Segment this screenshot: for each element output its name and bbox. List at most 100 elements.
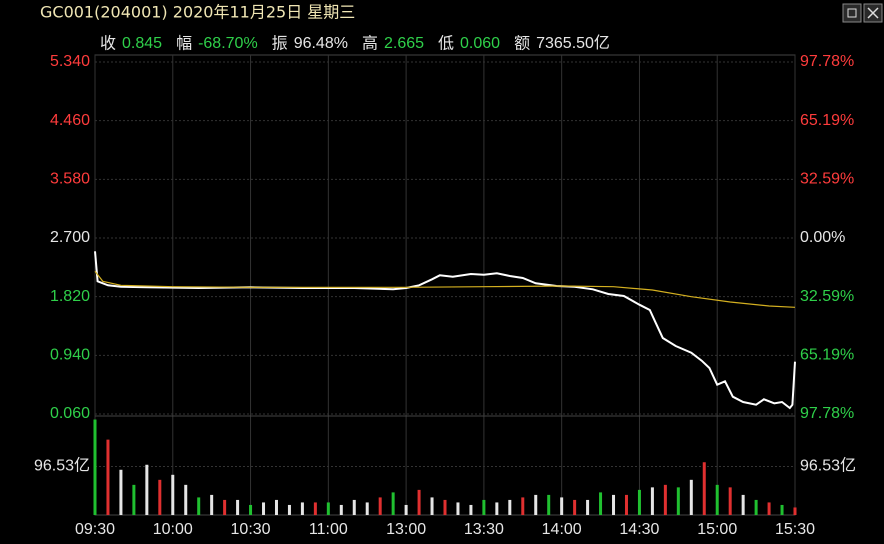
volume-bar xyxy=(780,504,784,515)
volume-bar xyxy=(689,479,693,515)
volume-bar xyxy=(650,487,654,515)
y-tick-label: 0.940 xyxy=(50,347,90,364)
volume-bar xyxy=(223,499,227,515)
volume-bar xyxy=(495,502,499,515)
volume-bar xyxy=(210,494,214,515)
y-tick-label: 4.460 xyxy=(50,112,90,129)
volume-bar xyxy=(262,502,266,515)
x-tick-label: 13:30 xyxy=(464,521,504,538)
volume-bar xyxy=(145,464,149,515)
volume-bar xyxy=(300,502,304,515)
volume-bar xyxy=(637,489,641,515)
stat-value: 2.665 xyxy=(384,35,424,52)
y-tick-label: 5.340 xyxy=(50,53,90,70)
volume-bar xyxy=(93,419,97,515)
volume-bar xyxy=(741,494,745,515)
volume-bar xyxy=(430,497,434,515)
stat-value: 0.060 xyxy=(460,35,500,52)
volume-bar xyxy=(793,507,797,515)
x-tick-label: 13:00 xyxy=(386,521,426,538)
stat-label: 额 xyxy=(514,34,530,53)
volume-bar xyxy=(391,492,395,515)
volume-bar xyxy=(352,499,356,515)
x-tick-label: 10:30 xyxy=(231,521,271,538)
volume-bar xyxy=(417,489,421,515)
volume-bar xyxy=(767,502,771,515)
y2-tick-label: 0.00% xyxy=(800,229,845,246)
y-tick-label: 2.700 xyxy=(50,229,90,246)
x-tick-label: 14:30 xyxy=(619,521,659,538)
y2-tick-label: 97.78% xyxy=(800,405,854,422)
y2-tick-label: 32.59% xyxy=(800,171,854,188)
volume-bar xyxy=(326,502,330,515)
volume-bar xyxy=(365,502,369,515)
stat-label: 低 xyxy=(438,34,454,53)
volume-bar xyxy=(599,492,603,515)
volume-bar xyxy=(676,487,680,515)
x-tick-label: 11:00 xyxy=(309,521,348,538)
y2-tick-label: 97.78% xyxy=(800,53,854,70)
stat-label: 高 xyxy=(362,34,378,53)
restore-button[interactable] xyxy=(842,3,862,23)
x-tick-label: 10:00 xyxy=(153,521,193,538)
y2-tick-label: 32.59% xyxy=(800,288,854,305)
volume-bar xyxy=(184,484,188,515)
chart-title: GC001(204001) 2020年11月25日 星期三 xyxy=(40,3,355,22)
volume-bar xyxy=(663,484,667,515)
volume-bar xyxy=(547,494,551,515)
stat-label: 振 xyxy=(272,34,288,53)
y2-tick-label: 65.19% xyxy=(800,112,854,129)
x-tick-label: 09:30 xyxy=(75,521,115,538)
x-tick-label: 15:00 xyxy=(697,521,737,538)
volume-bar xyxy=(456,502,460,515)
volume-bar xyxy=(469,504,473,515)
close-icon xyxy=(867,7,879,19)
x-tick-label: 14:00 xyxy=(542,521,582,538)
volume-bar xyxy=(521,497,525,515)
volume-bar xyxy=(313,502,317,515)
price-line xyxy=(94,270,796,308)
y-tick-label: 96.53亿 xyxy=(34,457,90,475)
y-tick-label: 0.060 xyxy=(50,405,90,422)
volume-bar xyxy=(624,494,628,515)
volume-bar xyxy=(132,484,136,515)
stat-value: 96.48% xyxy=(294,35,348,52)
volume-bar xyxy=(728,487,732,515)
volume-bar xyxy=(158,479,162,515)
y2-tick-label: 65.19% xyxy=(800,347,854,364)
stat-value: 0.845 xyxy=(122,35,162,52)
volume-bar xyxy=(249,504,253,515)
stat-value: -68.70% xyxy=(198,35,258,52)
y-tick-label: 1.820 xyxy=(50,288,90,305)
volume-bar xyxy=(715,484,719,515)
volume-bar xyxy=(508,499,512,515)
volume-bar xyxy=(236,499,240,515)
volume-bar xyxy=(573,499,577,515)
stat-label: 收 xyxy=(100,34,116,53)
volume-bar xyxy=(274,499,278,515)
volume-bar xyxy=(534,494,538,515)
restore-icon xyxy=(847,8,857,18)
x-tick-label: 15:30 xyxy=(775,521,815,538)
volume-bar xyxy=(586,499,590,515)
stat-value: 7365.50亿 xyxy=(536,34,610,52)
volume-bar xyxy=(197,497,201,515)
volume-bar xyxy=(119,469,123,515)
volume-bar xyxy=(106,439,110,515)
y2-tick-label: 96.53亿 xyxy=(800,457,856,475)
title-bar xyxy=(0,0,440,26)
volume-bar xyxy=(339,504,343,515)
volume-bar xyxy=(482,499,486,515)
volume-bar xyxy=(287,504,291,515)
volume-bar xyxy=(404,504,408,515)
volume-bar xyxy=(754,499,758,515)
stat-label: 幅 xyxy=(176,34,192,53)
volume-bar xyxy=(378,497,382,515)
y-tick-label: 3.580 xyxy=(50,171,90,188)
volume-bar xyxy=(612,494,616,515)
volume-bar xyxy=(702,462,706,515)
volume-bar xyxy=(560,497,564,515)
volume-bar xyxy=(171,474,175,515)
